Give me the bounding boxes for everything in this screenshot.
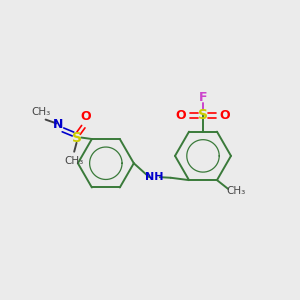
Text: S: S: [198, 109, 208, 122]
Text: CH₃: CH₃: [227, 186, 246, 196]
Text: S: S: [71, 130, 82, 145]
Text: CH₃: CH₃: [31, 107, 50, 117]
Text: N: N: [53, 118, 64, 131]
Text: CH₃: CH₃: [64, 155, 84, 166]
Text: O: O: [220, 109, 230, 122]
Text: F: F: [199, 91, 207, 104]
Text: NH: NH: [145, 172, 164, 182]
Text: O: O: [176, 109, 186, 122]
Text: O: O: [80, 110, 91, 123]
